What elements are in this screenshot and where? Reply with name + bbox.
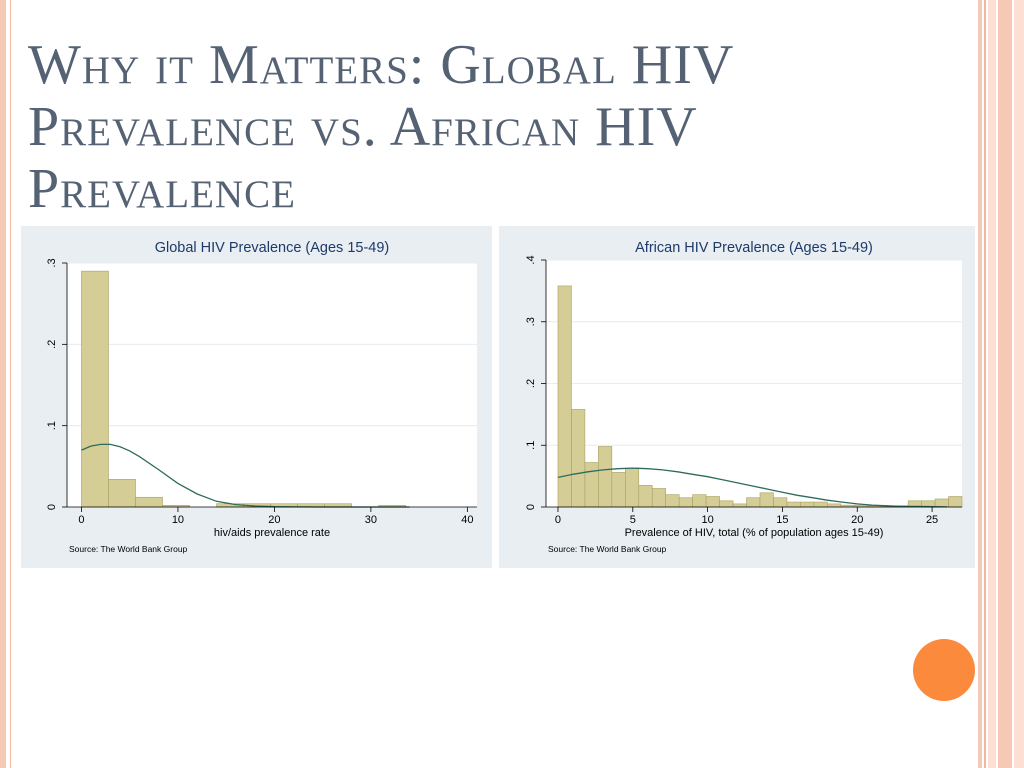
plot-area [67,263,477,507]
histogram-bar [611,472,626,508]
histogram-bar [651,488,667,508]
histogram-bar [746,497,761,508]
x-tick-label: 0 [555,514,561,526]
histogram-bar [934,498,949,508]
x-axis-label: hiv/aids prevalence rate [214,527,330,539]
left-decorative-rule [0,0,6,768]
x-tick-label: 15 [776,514,788,526]
histogram-bar [786,501,801,508]
histogram-bar [705,496,720,508]
x-tick-label: 0 [78,514,84,526]
x-axis-label: Prevalence of HIV, total (% of populatio… [625,527,884,539]
histogram-bar [773,497,788,508]
y-tick-label: .1 [525,441,537,450]
x-tick-label: 5 [630,514,636,526]
y-tick-label: .2 [46,340,58,349]
histogram-bar [81,270,109,508]
histogram-bar [135,496,163,508]
y-tick-label: 0 [46,504,58,510]
y-tick-label: .4 [525,255,537,264]
histogram-bar [732,503,747,508]
y-tick-label: .2 [525,379,537,388]
density-curve [557,467,948,508]
accent-dot [913,639,975,701]
chart-title: Global HIV Prevalence (Ages 15-49) [155,240,390,256]
histogram-bar [598,446,613,508]
x-tick-label: 20 [851,514,863,526]
chart-title: African HIV Prevalence (Ages 15-49) [635,240,873,256]
african-hiv-chart-panel: 0 5 10 15 20 25 0 .1 .2 .3 .4 African HIV Prevalenc… [499,226,975,568]
histogram-bar [692,494,707,508]
source-note: Source: The World Bank Group [548,544,667,554]
x-tick-label: 40 [461,514,473,526]
histogram-bar [665,494,680,508]
histogram-bar [800,501,815,508]
y-tick-label: .3 [46,258,58,267]
x-tick-label: 10 [701,514,713,526]
y-tick-label: .3 [525,317,537,326]
x-tick-label: 10 [172,514,184,526]
histogram-bar [678,497,693,508]
histogram-bar [571,409,586,508]
x-tick-label: 25 [926,514,938,526]
histogram-bar [625,467,640,508]
histogram-bar [584,462,599,508]
histogram-bar [813,501,828,508]
histogram-bar [719,500,734,508]
x-tick-label: 30 [365,514,377,526]
y-tick-label: .1 [46,421,58,430]
right-decorative-stripes [978,0,1024,768]
source-note: Source: The World Bank Group [69,544,188,554]
histogram-bar [759,492,774,508]
histogram-bar [948,496,963,508]
left-decorative-line [10,0,11,768]
histogram-bar [638,485,653,508]
histogram-bar [557,285,572,508]
y-tick-label: 0 [525,504,537,510]
histogram-bar [827,503,842,508]
histogram-bar [108,479,136,508]
slide-title: Why it Matters: Global HIV Prevalence vs… [28,34,734,220]
african-hiv-histogram: 0 5 10 15 20 25 0 .1 .2 .3 .4 African HIV Prevalenc… [525,240,963,554]
x-tick-label: 20 [268,514,280,526]
global-hiv-chart-panel: 0 10 20 30 40 0 .1 .2 .3 Global HIV Prevalence (A… [21,226,492,568]
global-hiv-histogram: 0 10 20 30 40 0 .1 .2 .3 Global HIV Prevalence (A… [46,240,477,554]
